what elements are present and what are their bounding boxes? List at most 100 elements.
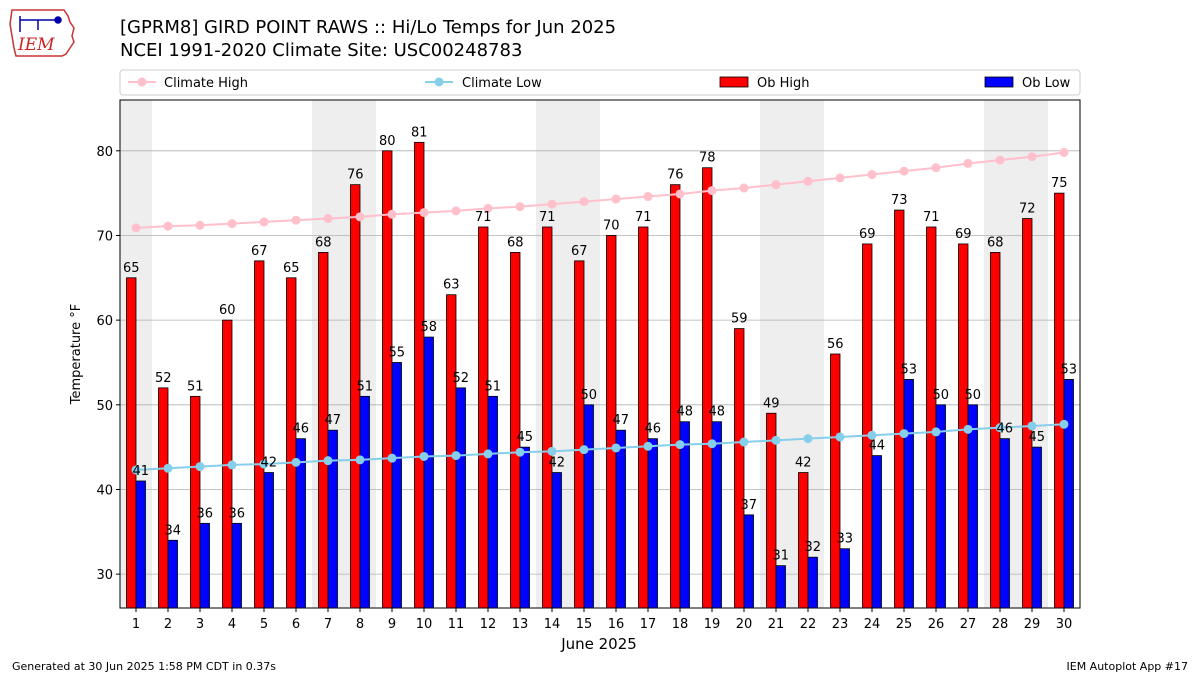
climate-low-point — [675, 440, 685, 450]
ob-high-bar — [158, 387, 169, 609]
ob-high-label: 59 — [731, 312, 748, 327]
climate-lines — [131, 147, 1069, 475]
climate-high-point — [579, 197, 589, 207]
ob-low-label: 44 — [868, 439, 885, 454]
ob-low-bar — [1031, 446, 1042, 609]
x-tick-label: 18 — [672, 617, 689, 632]
climate-high-point — [1059, 147, 1069, 157]
legend-climate-high-marker — [137, 77, 147, 87]
ob-high-label: 76 — [667, 168, 684, 183]
x-tick-label: 29 — [1024, 617, 1041, 632]
ob-low-label: 32 — [804, 540, 821, 555]
ob-high-bar — [382, 150, 393, 609]
ob-high-bar — [1022, 218, 1033, 609]
ob-low-bar — [263, 472, 274, 609]
ob-low-bar — [967, 404, 978, 609]
ob-high-bar — [1054, 192, 1065, 609]
legend-ob-high-swatch — [719, 76, 749, 88]
ob-low-bar — [679, 421, 690, 609]
ob-low-bar — [167, 539, 178, 609]
ob-high-label: 49 — [763, 396, 780, 411]
climate-high-point — [355, 212, 365, 222]
ob-low-label: 42 — [548, 456, 565, 471]
climate-low-point — [707, 439, 717, 449]
x-tick-label: 6 — [292, 617, 300, 632]
ob-high-label: 42 — [795, 456, 812, 471]
climate-low-point — [291, 457, 301, 467]
ob-high-label: 56 — [827, 337, 844, 352]
ob-low-label: 36 — [196, 506, 213, 521]
ob-low-bar — [807, 556, 818, 609]
ob-low-bar — [647, 438, 658, 609]
ob-low-label: 42 — [260, 456, 277, 471]
ob-low-bar — [391, 362, 402, 609]
x-tick-label: 15 — [576, 617, 593, 632]
climate-high-point — [963, 159, 973, 168]
ob-high-label: 71 — [475, 210, 492, 225]
bar-series — [126, 141, 1074, 609]
ob-low-bar — [231, 522, 242, 609]
ob-low-label: 31 — [772, 549, 789, 564]
x-tick-label: 16 — [608, 617, 625, 632]
ob-low-label: 41 — [132, 464, 149, 479]
climate-high-point — [419, 208, 429, 218]
ob-high-label: 60 — [219, 303, 236, 318]
ob-high-label: 67 — [571, 244, 588, 259]
x-tick-label: 3 — [196, 617, 204, 632]
climate-high-point — [387, 209, 397, 219]
climate-high-point — [323, 214, 333, 224]
ob-low-label: 50 — [932, 388, 949, 403]
ob-high-label: 72 — [1019, 202, 1036, 217]
ob-high-bar — [574, 260, 585, 609]
climate-high-point — [803, 176, 813, 186]
x-tick-label: 28 — [992, 617, 1009, 632]
ob-low-bar — [551, 472, 562, 609]
x-tick-label: 27 — [960, 617, 977, 632]
climate-low-point — [483, 449, 493, 459]
ob-low-label: 36 — [228, 506, 245, 521]
ob-low-label: 46 — [292, 422, 309, 437]
x-tick-label: 11 — [448, 617, 465, 632]
climate-low-point — [1059, 419, 1069, 429]
x-tick-label: 21 — [768, 617, 785, 632]
ob-low-bar — [775, 565, 786, 609]
climate-high-point — [899, 166, 909, 176]
ob-high-bar — [478, 226, 489, 609]
ob-high-label: 76 — [347, 168, 364, 183]
climate-low-point — [355, 455, 365, 465]
ob-low-label: 33 — [836, 532, 853, 547]
legend-ob-high-label: Ob High — [757, 76, 810, 91]
ob-low-bar — [135, 480, 146, 609]
logo-text: IEM — [17, 35, 55, 55]
legend-ob-low-swatch — [984, 76, 1014, 88]
legend-climate-low-marker — [434, 77, 444, 87]
ob-low-label: 47 — [324, 413, 341, 428]
climate-low-point — [643, 441, 653, 451]
climate-high-line — [135, 151, 1065, 229]
climate-low-point — [323, 456, 333, 466]
ob-low-label: 48 — [676, 405, 693, 420]
y-tick-label: 30 — [96, 568, 113, 583]
ob-high-label: 71 — [923, 210, 940, 225]
x-tick-label: 4 — [228, 617, 236, 632]
climate-high-point — [163, 221, 173, 231]
ob-high-bar — [734, 328, 745, 609]
ob-low-bar — [455, 387, 466, 609]
climate-high-point — [643, 192, 653, 202]
ob-low-bar — [711, 421, 722, 609]
x-tick-label: 5 — [260, 617, 268, 632]
climate-high-point — [867, 170, 877, 180]
climate-high-point — [931, 163, 941, 173]
ob-low-bar — [743, 514, 754, 609]
ob-low-label: 37 — [740, 498, 757, 513]
ob-high-bar — [542, 226, 553, 609]
climate-low-point — [195, 462, 205, 472]
ob-low-bar — [839, 548, 850, 609]
climate-low-point — [739, 437, 749, 447]
x-tick-label: 2 — [164, 617, 172, 632]
climate-high-point — [611, 194, 621, 204]
ob-high-label: 70 — [603, 218, 620, 233]
ob-low-bar — [423, 336, 434, 609]
ob-high-bar — [638, 226, 649, 609]
